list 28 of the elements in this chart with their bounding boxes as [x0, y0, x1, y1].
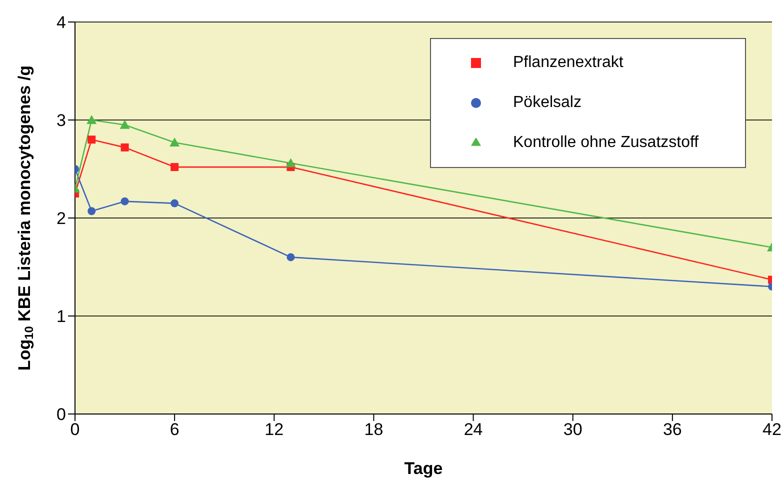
y-tick-label: 3 — [56, 111, 66, 130]
point — [120, 143, 129, 152]
point — [170, 199, 179, 208]
y-tick-label: 1 — [56, 307, 66, 326]
legend-label: Pökelsalz — [513, 94, 582, 111]
x-tick-label: 24 — [464, 420, 483, 440]
legend-label: Pflanzenextrakt — [513, 54, 624, 71]
x-axis-title: Tage — [404, 459, 443, 478]
x-tick-label: 42 — [762, 420, 782, 440]
legend-label: Kontrolle ohne Zusatzstoff — [513, 134, 699, 151]
point — [286, 158, 296, 168]
point — [120, 120, 130, 129]
point — [120, 197, 129, 206]
y-tick-label: 0 — [56, 405, 66, 424]
x-tick-label: 18 — [364, 420, 384, 440]
x-tick-label: 0 — [70, 420, 80, 440]
y-tick-label: 4 — [56, 13, 66, 32]
point — [88, 136, 96, 144]
point — [86, 115, 97, 124]
x-tick-label: 6 — [170, 420, 180, 440]
x-tick-label: 30 — [563, 420, 582, 440]
point — [170, 163, 179, 172]
x-tick-label: 36 — [662, 420, 682, 440]
y-tick-label: 2 — [56, 209, 66, 228]
point — [88, 207, 96, 216]
x-tick-label: 12 — [264, 420, 284, 440]
point — [286, 253, 295, 262]
point — [170, 138, 180, 147]
